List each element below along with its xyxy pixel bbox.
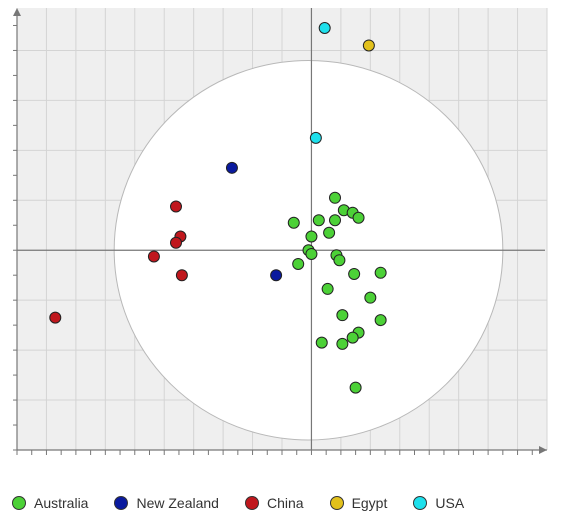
data-point-australia: [364, 291, 377, 304]
data-point-usa: [318, 21, 331, 34]
scatter-chart: [13, 8, 548, 455]
data-point-australia: [323, 226, 336, 239]
data-point-china: [170, 200, 182, 213]
data-point-australia: [329, 191, 341, 204]
data-point-china: [147, 250, 160, 263]
data-points: [49, 21, 387, 394]
legend-item-usa: USA: [413, 495, 464, 511]
legend-item-new-zealand: New Zealand: [114, 495, 219, 511]
legend: Australia New Zealand China Egypt USA: [12, 492, 464, 514]
data-point-usa: [309, 131, 322, 144]
data-point-egypt: [362, 39, 375, 52]
legend-swatch-egypt: [329, 496, 344, 510]
data-point-australia: [349, 381, 362, 394]
y-axis-arrow: [13, 8, 21, 16]
data-point-australia: [315, 336, 328, 349]
data-point-australia: [352, 211, 365, 224]
data-point-australia: [305, 247, 318, 260]
data-point-australia: [333, 254, 346, 267]
data-point-china: [170, 236, 182, 249]
legend-item-egypt: Egypt: [329, 495, 388, 511]
legend-swatch-china: [244, 496, 259, 510]
legend-label: USA: [435, 495, 465, 511]
data-point-australia: [336, 337, 349, 350]
axes: [13, 8, 547, 455]
data-point-china: [49, 311, 62, 324]
data-point-australia: [312, 214, 325, 227]
legend-swatch-new-zealand: [114, 496, 129, 510]
x-axis-arrow: [539, 446, 547, 454]
data-point-australia: [346, 331, 359, 344]
legend-label: Australia: [34, 495, 89, 511]
data-point-new-zealand: [225, 161, 238, 174]
legend-item-china: China: [244, 495, 304, 511]
data-point-australia: [374, 314, 387, 327]
data-point-australia: [287, 216, 300, 229]
data-point-australia: [292, 257, 305, 270]
data-point-china: [175, 269, 188, 282]
data-point-australia: [348, 267, 361, 280]
legend-item-australia: Australia: [12, 495, 88, 511]
legend-label: New Zealand: [136, 495, 219, 511]
chart-svg: [13, 8, 548, 455]
legend-swatch-usa: [413, 496, 428, 510]
data-point-australia: [305, 230, 318, 243]
data-point-australia: [321, 282, 334, 295]
legend-swatch-australia: [12, 496, 26, 510]
legend-label: Egypt: [351, 495, 388, 511]
data-point-australia: [336, 309, 349, 322]
data-point-new-zealand: [270, 269, 283, 282]
data-point-australia: [329, 214, 341, 227]
data-point-australia: [374, 266, 387, 279]
legend-label: China: [266, 495, 304, 511]
